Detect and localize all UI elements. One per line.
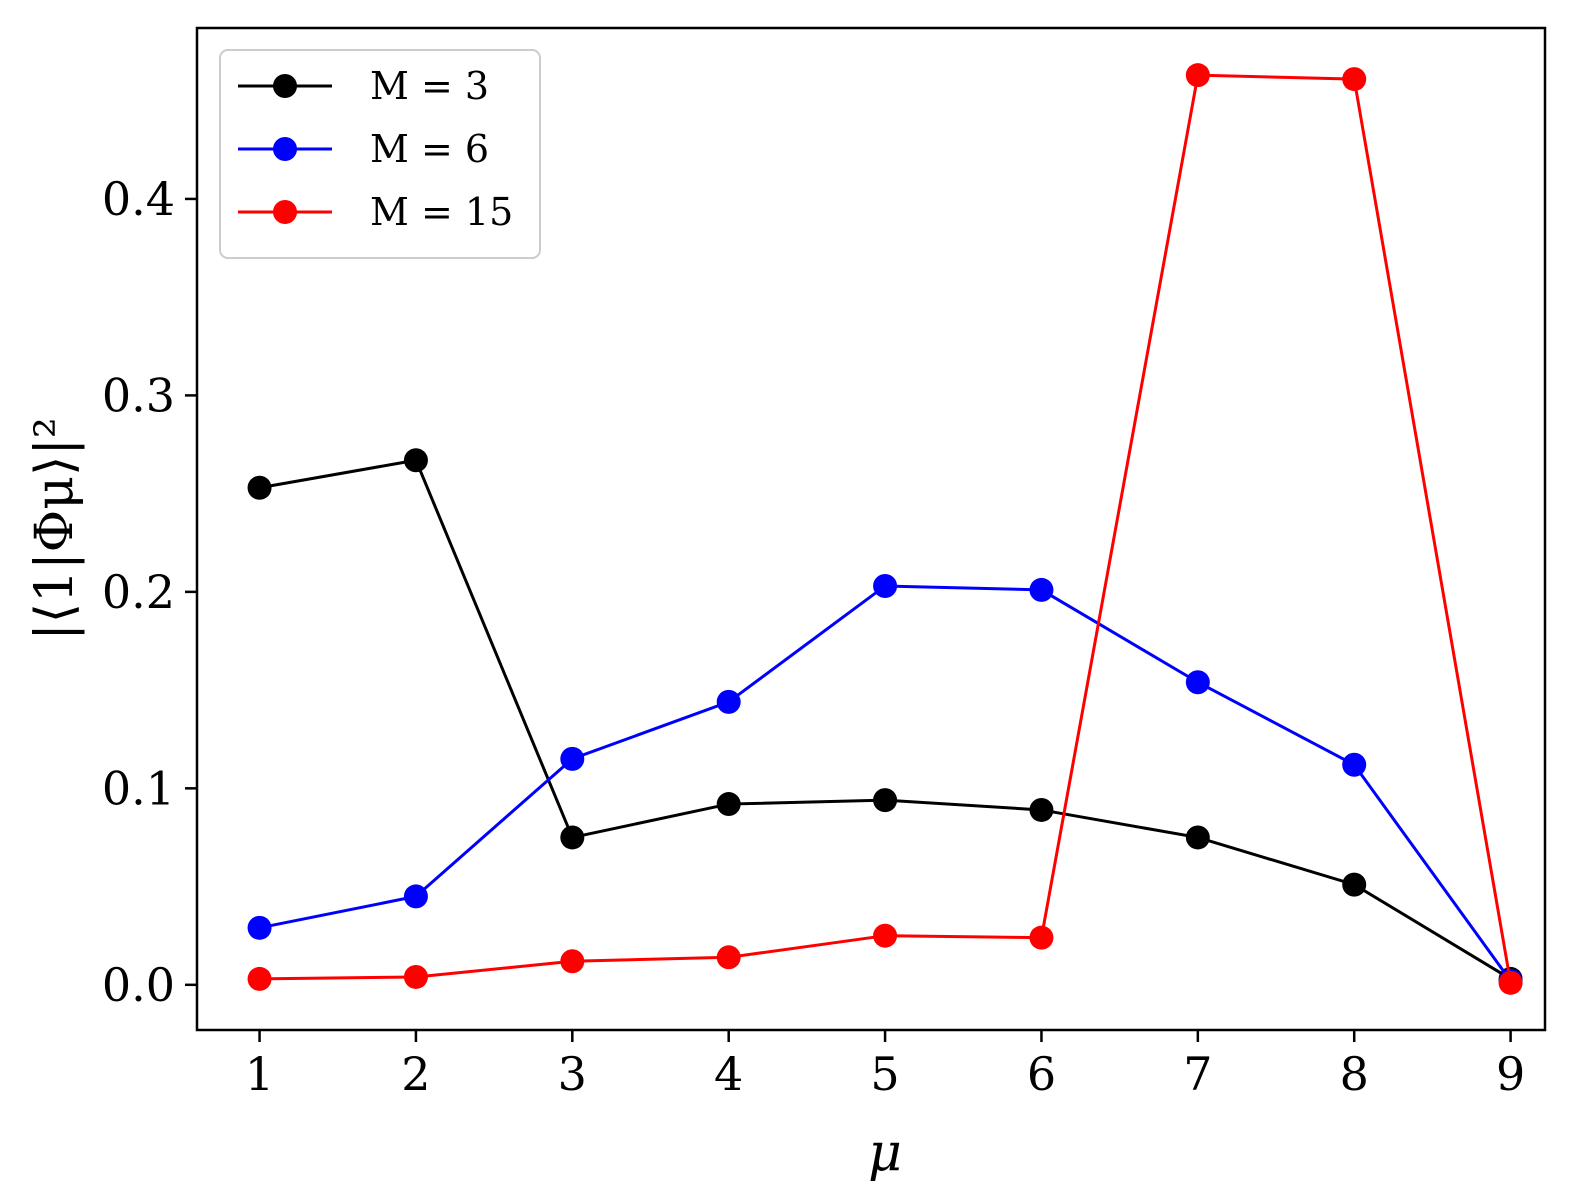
plot-frame — [195, 26, 1547, 1032]
y-tick-label: 0.4 — [102, 172, 175, 226]
data-point — [247, 915, 272, 940]
data-point — [560, 746, 585, 771]
x-tick-label: 6 — [1027, 1047, 1056, 1101]
data-point — [1185, 670, 1210, 695]
data-point — [1185, 825, 1210, 850]
data-point — [873, 923, 898, 948]
x-tick-label: 2 — [401, 1047, 430, 1101]
data-point — [403, 884, 428, 909]
legend-marker — [273, 74, 297, 98]
x-tick-label: 8 — [1340, 1047, 1369, 1101]
legend-item: M = 3 — [238, 64, 489, 108]
y-axis: 0.0 0.1 0.2 0.3 0.4 — [102, 172, 197, 1012]
data-point — [873, 573, 898, 598]
x-tick-label: 9 — [1496, 1047, 1525, 1101]
y-tick-label: 0.3 — [102, 368, 175, 422]
data-point — [247, 475, 272, 500]
data-point — [560, 825, 585, 850]
data-point — [716, 689, 741, 714]
x-axis: 1 2 3 4 5 6 7 8 9 — [245, 1030, 1525, 1101]
series-layer — [247, 63, 1523, 995]
y-tick-label: 0.0 — [102, 958, 175, 1012]
x-axis-label: μ — [868, 1123, 902, 1183]
x-tick-label: 7 — [1183, 1047, 1212, 1101]
data-point — [716, 792, 741, 817]
data-point — [716, 945, 741, 970]
legend-label: M = 6 — [370, 127, 489, 171]
data-point — [1342, 752, 1367, 777]
data-point — [247, 966, 272, 991]
data-point — [1342, 67, 1367, 92]
y-tick-label: 0.2 — [102, 565, 175, 619]
data-point — [1342, 872, 1367, 897]
y-tick-label: 0.1 — [102, 761, 175, 815]
series-1 — [247, 448, 1523, 991]
data-point — [1185, 63, 1210, 88]
series-3 — [247, 63, 1523, 995]
series-line — [259, 458, 1512, 981]
data-point — [1029, 925, 1054, 950]
legend-item: M = 6 — [238, 127, 489, 171]
data-point — [1029, 797, 1054, 822]
series-line — [259, 584, 1512, 982]
data-point — [403, 964, 428, 989]
data-point — [1029, 577, 1054, 602]
y-axis-label: |⟨1|Φμ⟩|² — [25, 417, 85, 641]
legend: M = 3 M = 6 M = 15 — [219, 49, 541, 259]
data-point — [1498, 970, 1523, 995]
x-tick-label: 3 — [558, 1047, 587, 1101]
legend-marker — [273, 200, 297, 224]
data-point — [403, 448, 428, 473]
data-point — [873, 788, 898, 813]
legend-box — [219, 49, 541, 259]
x-tick-label: 5 — [870, 1047, 899, 1101]
data-point — [560, 949, 585, 974]
x-tick-label: 1 — [245, 1047, 274, 1101]
legend-marker — [273, 137, 297, 161]
legend-label: M = 3 — [370, 64, 489, 108]
legend-item: M = 15 — [238, 190, 513, 234]
x-tick-label: 4 — [714, 1047, 743, 1101]
legend-label: M = 15 — [370, 190, 513, 234]
